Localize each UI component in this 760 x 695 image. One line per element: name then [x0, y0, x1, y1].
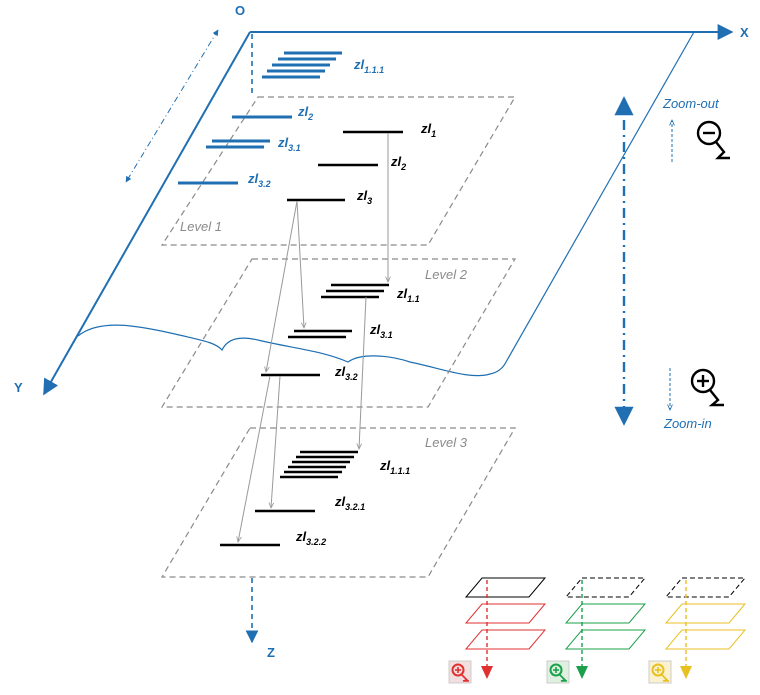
arrow-zl3-to-zl31: [296, 200, 304, 328]
arrow-zl32-to-zl321: [271, 375, 281, 508]
origin-label: O: [235, 3, 245, 18]
label-zl111-top: zl1.1.1: [353, 57, 384, 75]
hierarchy-arrows: [238, 133, 388, 542]
zoom-in-icon: [690, 368, 724, 407]
zoom-in-label: Zoom-in: [663, 416, 712, 431]
zoom-in-yellow-icon: [648, 660, 672, 684]
label-zl2-level1: zl2: [390, 154, 406, 172]
level-1-label: Level 1: [180, 219, 222, 234]
blue-segments: [178, 51, 342, 185]
plane-right-edge: [505, 31, 695, 363]
label-zl2-blue: zl2: [297, 104, 313, 122]
label-zl11-level2: zl1.1: [396, 286, 420, 304]
level-3-label: Level 3: [425, 435, 468, 450]
label-zl31-level2: zl3.1: [369, 322, 393, 340]
zoom-in-green-icon: [546, 660, 570, 684]
zoom-out-label: Zoom-out: [662, 96, 720, 111]
z-axis-label: Z: [267, 645, 275, 660]
arrow-zl3-to-zl32: [266, 200, 298, 372]
plane-wavy-cut: [77, 324, 507, 377]
label-zl321-level3: zl3.2.1: [334, 494, 365, 512]
label-zl32-blue: zl3.2: [247, 171, 271, 189]
legend-red-stack: [448, 577, 547, 684]
level-2-label: Level 2: [425, 267, 468, 282]
black-segments: [220, 130, 403, 547]
label-zl1-level1: zl1: [420, 121, 436, 139]
zoom-in-red-icon: [448, 660, 472, 684]
label-zl3-level1: zl3: [356, 188, 372, 206]
arrow-zl11-to-zl111: [359, 296, 367, 449]
zoom-out-icon: [696, 120, 730, 160]
arrow-zl32-to-zl322: [238, 375, 271, 542]
level-3-plane: [160, 427, 517, 578]
level-planes: [160, 96, 517, 578]
legend-green-stack: [546, 577, 647, 684]
map-plane: [77, 29, 695, 377]
legend-yellow-stack: [648, 577, 747, 684]
y-axis: [43, 31, 251, 396]
zoom-indicator: Zoom-out Zoom-in: [614, 96, 730, 431]
level-2-plane: [160, 258, 517, 408]
level-1-plane: [160, 96, 517, 246]
depth-scroll-arrow: [125, 29, 219, 183]
label-zl322-level3: zl3.2.2: [295, 529, 326, 547]
label-zl32-level2: zl3.2: [334, 364, 358, 382]
x-axis-label: X: [740, 25, 749, 40]
label-zl31-blue: zl3.1: [277, 135, 301, 153]
y-axis-label: Y: [14, 380, 23, 395]
label-zl111-level3: zl1.1.1: [379, 458, 410, 476]
